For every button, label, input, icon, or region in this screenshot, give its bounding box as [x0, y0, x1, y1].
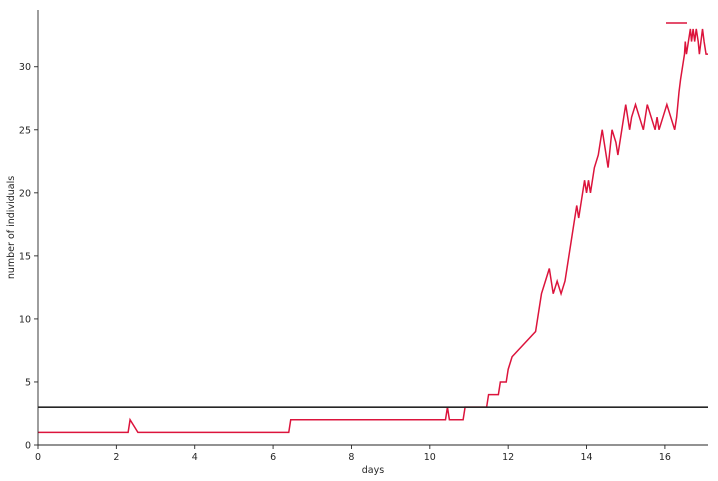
x-tick-label: 0 [35, 452, 41, 463]
y-tick-label: 0 [25, 441, 31, 452]
plot-area [38, 28, 708, 434]
axes: 0 2 4 6 8 10 12 14 16 0 5 10 15 20 25 30 [19, 10, 708, 463]
x-tick-label: 2 [113, 452, 119, 463]
y-tick-label: 5 [25, 377, 31, 388]
x-tick-label: 12 [502, 452, 514, 463]
y-tick-label: 30 [19, 62, 31, 73]
x-tick-label: 4 [192, 452, 198, 463]
y-tick-label: 25 [19, 125, 31, 136]
x-axis-label: days [362, 465, 384, 476]
x-tick-label: 16 [659, 452, 671, 463]
y-tick-label: 20 [19, 188, 31, 199]
y-axis-label: number of individuals [6, 176, 17, 279]
y-tick-label: 10 [19, 314, 31, 325]
x-tick-label: 6 [270, 452, 276, 463]
x-tick-label: 8 [348, 452, 354, 463]
x-tick-label: 14 [580, 452, 592, 463]
series-line [38, 28, 708, 434]
y-tick-label: 15 [19, 251, 31, 262]
x-tick-label: 10 [424, 452, 436, 463]
